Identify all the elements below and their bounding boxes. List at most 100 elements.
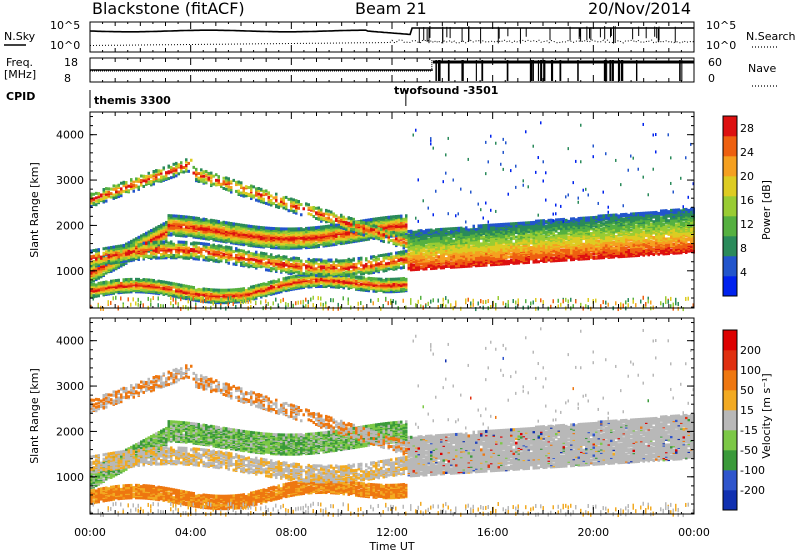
power-cell	[248, 287, 251, 290]
power-cell	[210, 172, 213, 175]
power-cell	[245, 300, 247, 304]
power-cell	[203, 170, 206, 173]
power-cell	[233, 179, 236, 182]
power-cell	[120, 296, 122, 300]
power-cell	[225, 245, 228, 248]
power-cell	[138, 303, 140, 307]
power-cell	[283, 206, 286, 209]
power-cell	[303, 272, 306, 275]
power-cell	[138, 298, 140, 302]
power-cell	[158, 296, 160, 300]
power-cell	[150, 229, 153, 232]
power-cell	[280, 256, 283, 259]
power-cell	[383, 279, 386, 282]
power-cell	[353, 257, 356, 260]
power-cell	[238, 181, 241, 184]
power-cell	[103, 273, 106, 276]
power-cell	[380, 228, 383, 231]
power-cell	[255, 187, 258, 190]
power-cell	[190, 286, 193, 289]
power-cell	[253, 285, 256, 288]
power-cell	[338, 225, 341, 228]
noise-tick-right-low: 10^0	[706, 39, 736, 52]
power-cell	[313, 281, 316, 284]
power-cell	[203, 218, 206, 221]
power-cell	[143, 175, 146, 178]
power-cell	[303, 300, 305, 304]
power-cell	[150, 243, 153, 246]
power-cell	[288, 227, 291, 230]
power-cell	[380, 278, 383, 281]
power-cell	[200, 299, 202, 303]
power-cell	[150, 279, 153, 282]
power-cell	[360, 283, 363, 286]
power-cell	[113, 188, 116, 191]
power-cell	[208, 251, 211, 254]
power-cell	[225, 221, 228, 224]
power-cell	[210, 288, 213, 291]
power-cell	[178, 172, 181, 175]
power-cell	[228, 177, 231, 180]
power-cell	[308, 203, 311, 206]
nave-tick-low: 0	[708, 72, 715, 85]
power-cell	[325, 260, 328, 263]
power-cell	[155, 248, 158, 251]
power-cell	[95, 253, 98, 256]
power-cell	[108, 187, 111, 190]
power-cell	[335, 218, 338, 221]
power-cell	[100, 198, 103, 201]
power-cell	[305, 202, 308, 205]
power-cell	[253, 296, 255, 300]
power-cell	[233, 288, 236, 291]
power-cell	[328, 213, 331, 216]
power-cell	[338, 220, 341, 223]
power-cell	[235, 299, 237, 303]
power-cell	[240, 288, 243, 291]
power-cell	[230, 222, 233, 225]
power-cell	[303, 263, 306, 266]
power-cell	[310, 273, 313, 276]
power-cell	[198, 242, 201, 245]
power-cell	[193, 248, 196, 251]
power-cell	[310, 259, 313, 262]
power-cell	[268, 281, 271, 284]
power-cell	[293, 256, 296, 259]
power-cell	[93, 283, 96, 286]
power-cell	[200, 248, 203, 251]
power-cell	[378, 298, 380, 302]
power-cell	[208, 246, 211, 249]
power-cell	[353, 275, 356, 278]
nsky-label: N.Sky	[4, 30, 36, 43]
power-cell	[120, 244, 123, 247]
power-cell	[285, 256, 288, 259]
power-cell	[383, 233, 386, 236]
power-cell	[273, 267, 276, 270]
power-cell	[158, 225, 161, 228]
power-cell	[275, 280, 278, 283]
power-cell	[275, 196, 278, 199]
power-cell	[370, 234, 373, 237]
power-cell	[233, 250, 236, 253]
power-cell	[133, 184, 136, 187]
power-cell	[273, 202, 276, 205]
power-cell	[130, 178, 133, 181]
power-cell	[210, 293, 213, 296]
power-cell	[105, 250, 108, 253]
power-cell	[185, 296, 188, 299]
power-cell	[140, 243, 143, 246]
power-cell	[230, 180, 233, 183]
power-cell	[223, 289, 226, 292]
power-cell	[153, 279, 156, 282]
power-cell	[215, 182, 218, 185]
power-cell	[123, 244, 126, 247]
power-cell	[235, 247, 238, 250]
power-cell	[138, 178, 141, 181]
power-cell	[285, 196, 288, 199]
power-cell	[188, 162, 191, 165]
power-cell	[290, 257, 293, 260]
power-cell	[180, 297, 182, 301]
power-cell	[205, 288, 208, 291]
power-cell	[98, 199, 101, 202]
power-cell	[333, 261, 336, 264]
